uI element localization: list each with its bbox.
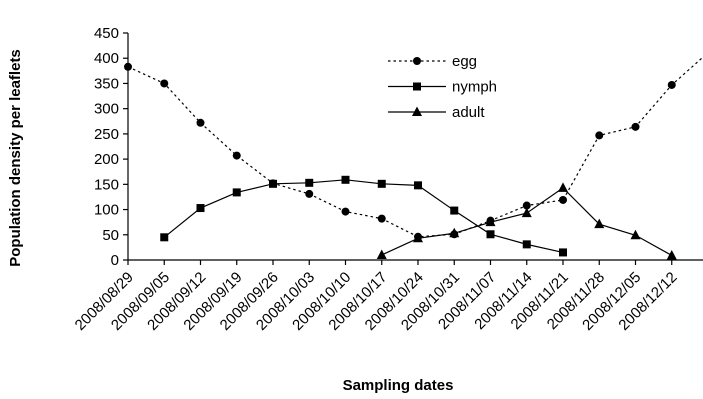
series-line-nymph xyxy=(163,179,564,254)
egg-point xyxy=(595,131,604,140)
egg-point xyxy=(305,189,314,198)
nymph-point xyxy=(269,179,277,188)
adult-point xyxy=(413,232,423,243)
y-tick-label: 100 xyxy=(94,202,119,219)
adult-point xyxy=(594,218,605,229)
adult-point xyxy=(630,229,641,240)
adult-point xyxy=(521,207,532,218)
y-tick-label: 0 xyxy=(111,252,119,269)
nymph-point xyxy=(160,233,169,242)
nymph-point xyxy=(559,248,567,257)
egg-point xyxy=(232,151,241,160)
y-tick-label: 300 xyxy=(94,101,119,118)
egg-point xyxy=(667,80,676,89)
y-tick-label: 350 xyxy=(94,75,119,92)
legend-item-egg: egg xyxy=(388,53,477,70)
legend-item-nymph: nymph xyxy=(388,79,497,96)
legend-item-adult: adult xyxy=(388,104,485,121)
nymph-point xyxy=(522,240,531,249)
nymph-point xyxy=(341,175,350,184)
legend-label: adult xyxy=(452,104,485,121)
adult-point xyxy=(666,249,677,260)
adult-point xyxy=(558,182,568,192)
series-line-egg xyxy=(127,56,703,238)
adult-point xyxy=(449,227,460,238)
egg-point xyxy=(377,214,386,223)
adult-point xyxy=(485,216,496,227)
legend-marker xyxy=(413,57,421,65)
y-tick-label: 250 xyxy=(94,126,119,143)
plot-area: 0501001502002503003504004502008/08/29200… xyxy=(72,25,703,334)
nymph-point xyxy=(377,179,386,188)
egg-point xyxy=(124,62,132,71)
legend-label: nymph xyxy=(452,79,497,96)
y-tick-label: 50 xyxy=(102,227,119,244)
y-tick-label: 200 xyxy=(94,151,119,168)
adult-point xyxy=(376,249,387,259)
egg-point xyxy=(631,122,640,131)
legend-label: egg xyxy=(452,53,477,70)
egg-point xyxy=(522,201,531,210)
nymph-point xyxy=(414,181,422,190)
y-axis-title: Population density per leaflets xyxy=(7,49,24,267)
nymph-point xyxy=(196,204,205,213)
nymph-point xyxy=(450,206,459,215)
egg-point xyxy=(559,195,567,204)
egg-point xyxy=(160,79,169,88)
nymph-point xyxy=(486,230,495,239)
x-axis-title: Sampling dates xyxy=(343,377,454,394)
y-tick-label: 400 xyxy=(94,50,119,67)
legend: egg nymph adult xyxy=(388,53,497,121)
legend-marker xyxy=(412,106,422,116)
egg-point xyxy=(341,207,350,216)
y-tick-label: 450 xyxy=(94,25,119,42)
legend-marker xyxy=(413,82,421,91)
nymph-point xyxy=(305,178,314,187)
y-tick-label: 150 xyxy=(94,176,119,193)
egg-point xyxy=(196,118,205,127)
nymph-point xyxy=(232,188,241,197)
